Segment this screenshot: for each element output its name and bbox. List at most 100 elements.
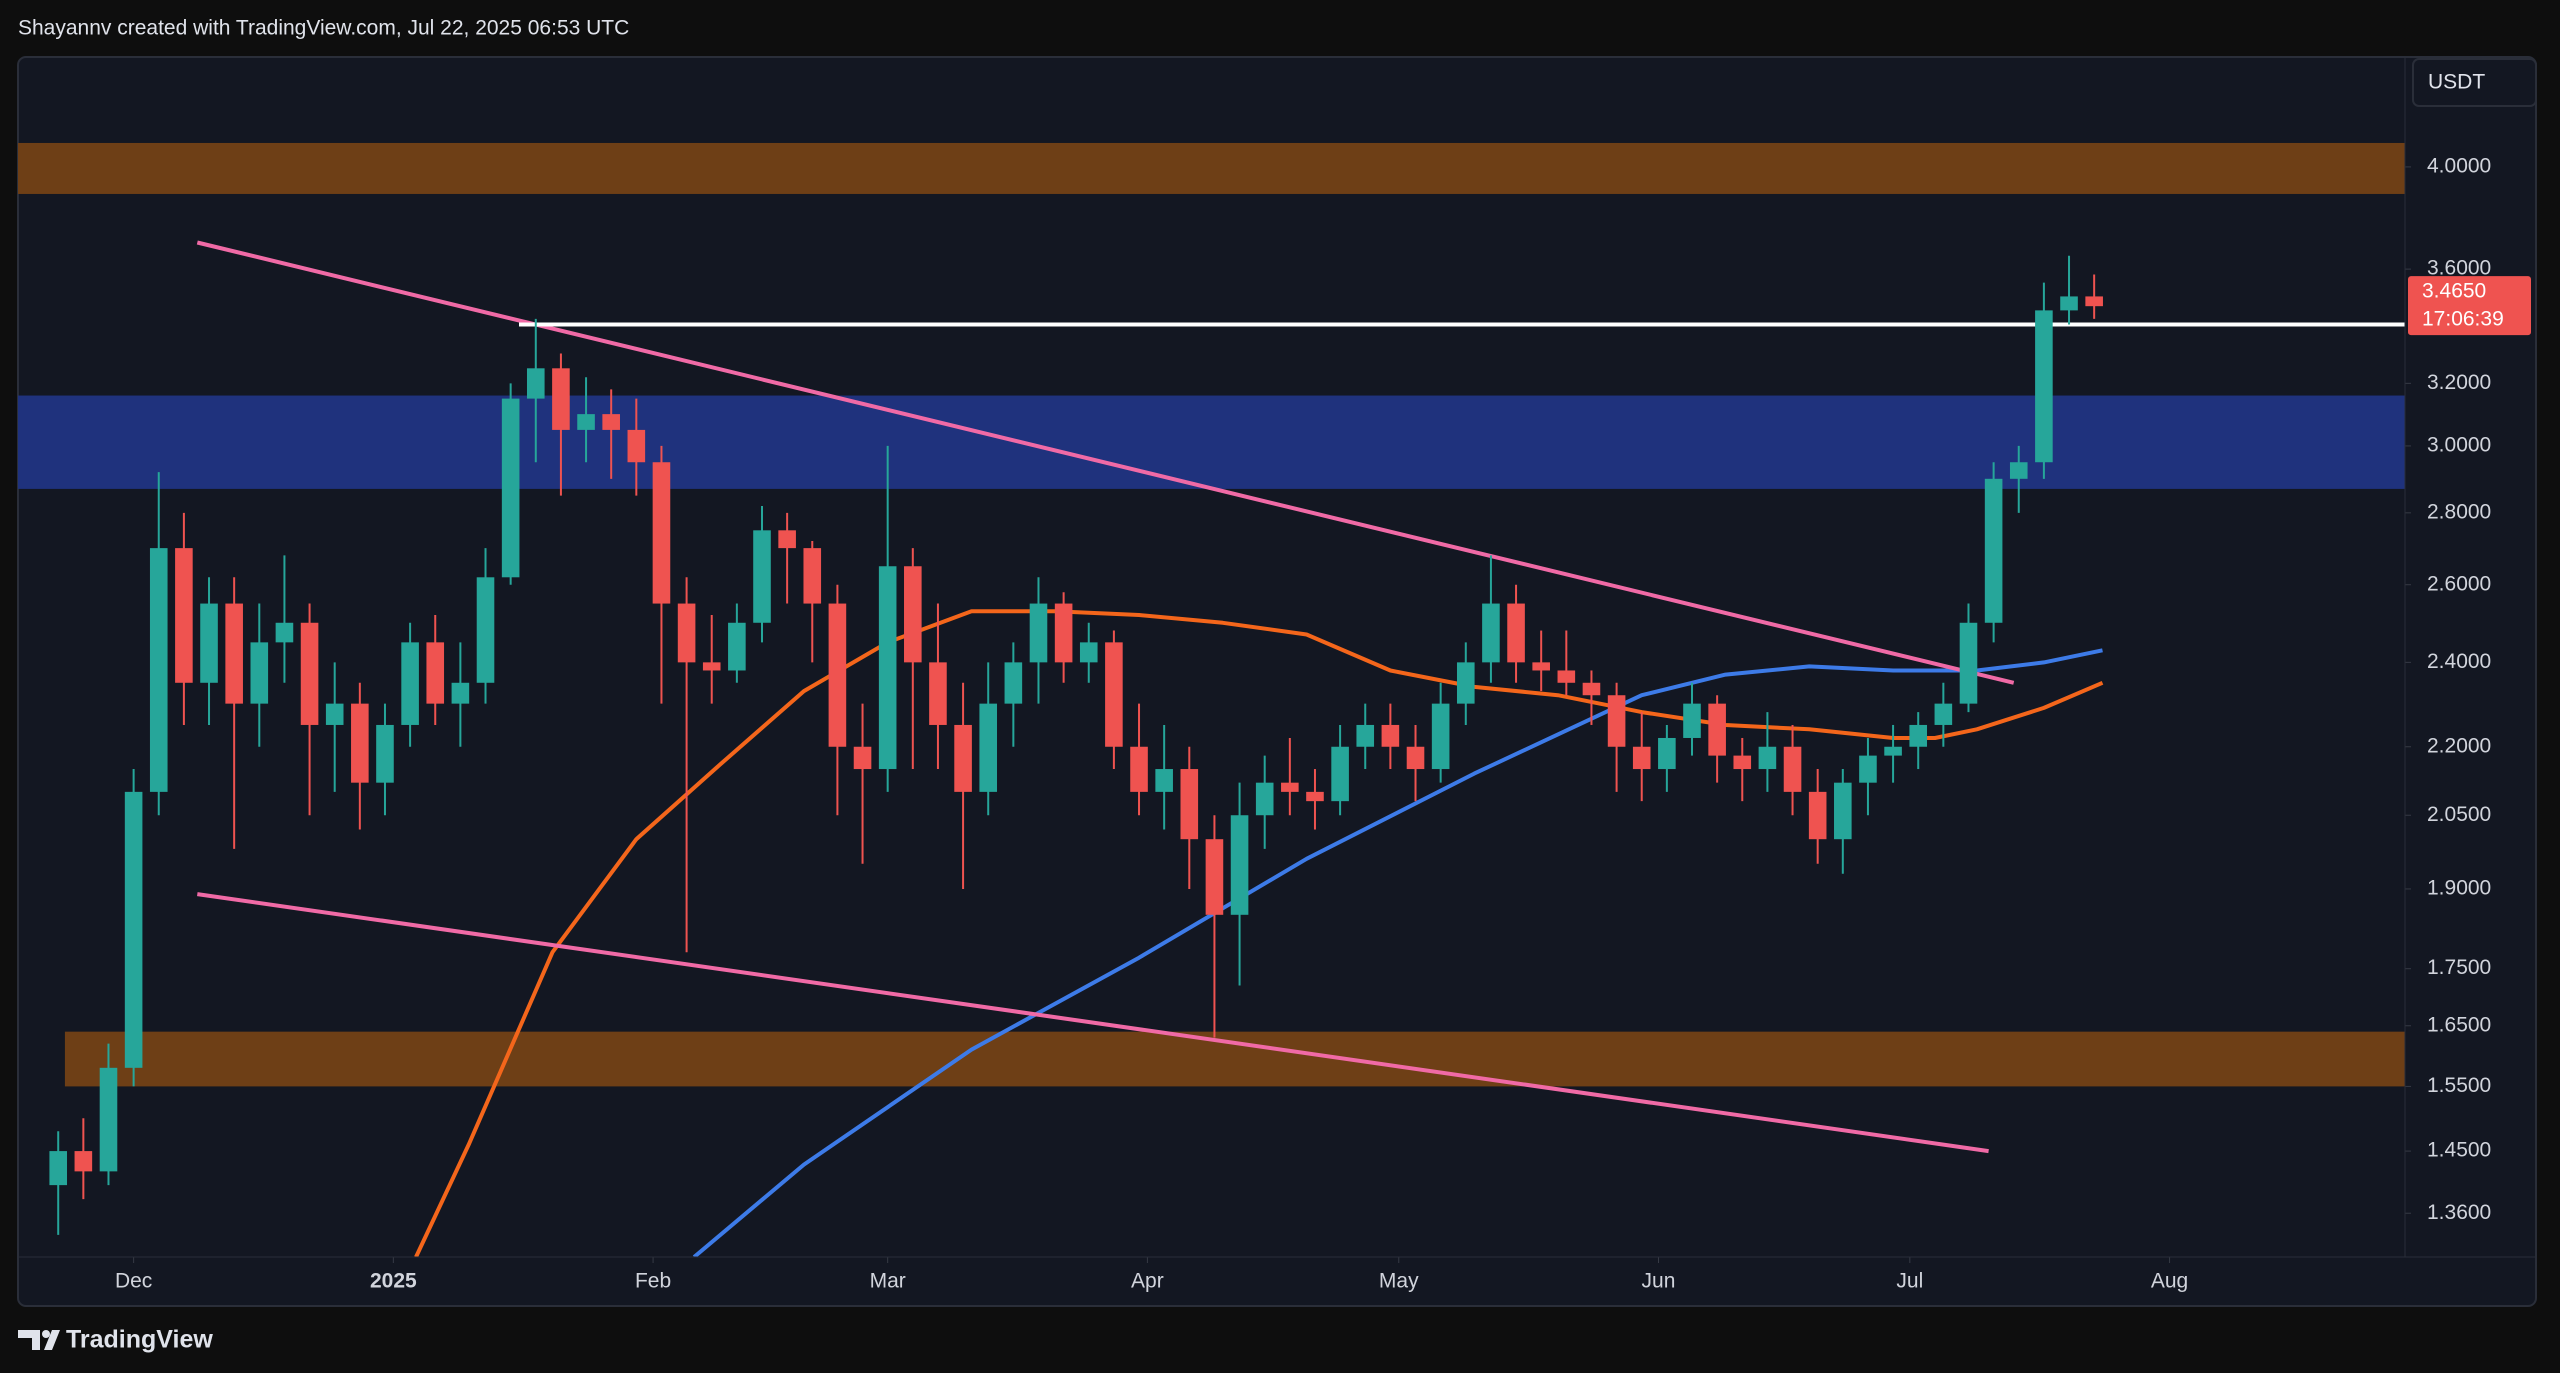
candle-body: [200, 603, 218, 683]
candle-body: [124, 791, 143, 1068]
y-tick-label: 2.4000: [2427, 650, 2491, 673]
candle-body: [1431, 703, 1450, 770]
candle-body: [552, 368, 570, 430]
countdown-label: 17:06:39: [2422, 308, 2504, 331]
candle-body: [1331, 746, 1349, 802]
candle-body: [2060, 296, 2078, 311]
candle-body: [401, 642, 419, 725]
candle-body: [1130, 746, 1148, 792]
candle-body: [1456, 662, 1475, 704]
candle-body: [225, 603, 243, 704]
candle-body: [1281, 782, 1299, 792]
candle-body: [1959, 622, 1978, 704]
axes: 4.0000 3.6000 3.2000 3.0000 2.8000 2.6000 2.40…: [18, 57, 2536, 1293]
candle-body: [1155, 769, 1173, 792]
brand-name: TradingView: [66, 1326, 213, 1354]
candle-body: [627, 429, 646, 463]
last-price-label: 3.4650: [2422, 280, 2486, 303]
x-tick-label: 2025: [370, 1270, 417, 1293]
price-zone: [64, 1031, 2405, 1087]
candle-body: [1482, 603, 1500, 663]
candle-body: [1658, 737, 1676, 770]
candle-body: [878, 566, 897, 770]
candle-body: [1683, 703, 1701, 738]
candle-body: [1909, 724, 1928, 747]
candle-body: [1205, 839, 1224, 915]
candle-body: [853, 746, 872, 770]
plot-area: [18, 142, 2405, 1257]
candle-body: [74, 1151, 93, 1172]
candle-body: [1733, 755, 1752, 770]
candle-body: [476, 577, 495, 683]
x-tick-label: Apr: [1131, 1270, 1164, 1293]
y-tick-label: 2.0500: [2427, 803, 2491, 826]
candle-body: [1507, 603, 1525, 663]
candle-body: [753, 530, 771, 623]
y-tick-label: 1.7500: [2427, 956, 2491, 979]
y-tick-label: 1.4500: [2427, 1139, 2491, 1162]
x-tick-label: Jul: [1896, 1270, 1923, 1293]
candle-body: [1607, 695, 1626, 747]
trend-line: [196, 240, 2015, 685]
candle-body: [2085, 296, 2103, 307]
candle-body: [728, 622, 746, 671]
candle-body: [954, 724, 972, 792]
candle-body: [351, 703, 369, 783]
candle-body: [1079, 642, 1098, 663]
candle-body: [2035, 310, 2053, 463]
candle-body: [1381, 724, 1400, 747]
candle-body: [904, 566, 922, 663]
moving-average: [414, 609, 2104, 1257]
candle-body: [1306, 791, 1324, 802]
y-tick-label: 2.8000: [2427, 500, 2491, 523]
chart-panel: [17, 56, 2537, 1307]
currency-label: USDT: [2428, 71, 2485, 94]
candle-body: [652, 462, 671, 604]
candle-body: [1884, 746, 1902, 756]
candle-body: [778, 530, 796, 549]
currency-button[interactable]: [2412, 58, 2537, 107]
candle-body: [1808, 791, 1827, 840]
candle-body: [2009, 462, 2028, 479]
candle-body: [376, 724, 394, 783]
candle-body: [677, 603, 696, 663]
candle-body: [1054, 603, 1073, 663]
y-tick-label: 1.6500: [2427, 1013, 2491, 1036]
candle-body: [1834, 782, 1852, 840]
candle-body: [1230, 815, 1249, 915]
candle-body: [250, 642, 269, 704]
y-tick-label: 2.2000: [2427, 734, 2491, 757]
candle-body: [275, 622, 294, 643]
y-tick-label: 1.3600: [2427, 1201, 2491, 1224]
candle-body: [1582, 682, 1601, 696]
x-tick-label: Aug: [2151, 1270, 2188, 1293]
y-tick-label: 1.9000: [2427, 876, 2491, 899]
y-tick-label: 3.0000: [2427, 433, 2491, 456]
x-tick-label: May: [1379, 1270, 1419, 1293]
x-tick-label: Dec: [115, 1270, 152, 1293]
last-price-tag: [2408, 276, 2531, 336]
candle-body: [1255, 782, 1274, 816]
candle-body: [1708, 703, 1726, 756]
candle-body: [929, 662, 947, 725]
candle-body: [99, 1067, 118, 1172]
candle-body: [451, 682, 470, 704]
candle-body: [702, 662, 721, 671]
candle-body: [1632, 746, 1651, 770]
candle-body: [803, 548, 822, 604]
header: Shayannv created with TradingView.com, J…: [18, 17, 629, 40]
y-tick-label: 1.5500: [2427, 1074, 2491, 1097]
y-tick-label: 2.6000: [2427, 572, 2491, 595]
candle-body: [1984, 478, 2003, 623]
candle-body: [1180, 769, 1199, 840]
brand-logo: [18, 1330, 60, 1350]
price-zone: [18, 395, 2405, 489]
candle-body: [1783, 746, 1802, 792]
candle-body: [1758, 746, 1777, 770]
candle-body: [1029, 603, 1048, 663]
candle-body: [49, 1151, 68, 1186]
candle-body: [1105, 642, 1123, 747]
trend-line: [197, 892, 1989, 1154]
y-tick-label: 3.2000: [2427, 371, 2491, 394]
